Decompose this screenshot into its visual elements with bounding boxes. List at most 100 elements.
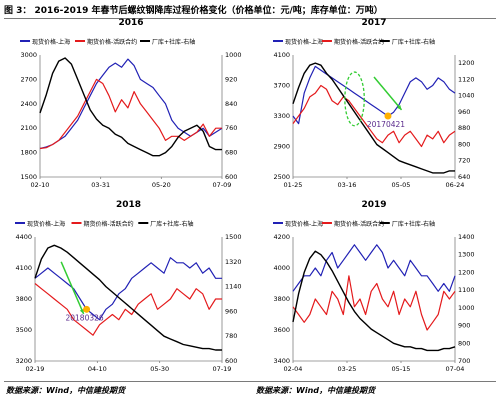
right-tick-label: 880 [458,124,470,132]
right-tick-label: 960 [225,307,237,315]
series-line [292,244,456,292]
right-tick-label: 720 [458,157,470,165]
left-tick-label: 3200 [15,357,32,365]
legend-label: 现货价格-上海 [27,220,65,228]
x-tick-label: 07-19 [213,365,232,373]
right-tick-label: 780 [225,332,237,340]
series-line [292,84,456,148]
x-tick-label: 04-10 [88,365,107,373]
right-tick-label: 900 [458,322,470,330]
x-tick-label: 03-16 [338,181,357,189]
right-tick-label: 1200 [458,59,475,67]
legend-label: 期货价格-活跃合约 [334,220,384,228]
left-tick-label: 3400 [273,357,290,365]
right-tick-label: 1000 [458,304,475,312]
chart-title: 2018 [116,200,141,210]
legend-label: 厂库+社库-右轴 [152,38,195,46]
legend-label: 期货价格-活跃合约 [84,220,134,228]
left-tick-label: 2100 [20,124,37,132]
legend-label: 厂库+社库-右轴 [150,220,193,228]
right-tick-label: 600 [225,357,237,365]
trend-arrow [60,261,85,315]
series-line [292,62,455,174]
right-tick-label: 640 [458,173,470,181]
right-tick-label: 600 [225,173,237,181]
series-line [34,257,222,321]
right-tick-label: 680 [225,149,237,157]
right-tick-label: 1200 [458,268,475,276]
x-tick-label: 05-30 [150,365,169,373]
trend-arrow [373,76,403,111]
right-tick-label: 1100 [458,286,475,294]
left-tick-label: 3800 [15,295,32,303]
source-note-left: 数据来源：Wind，中信建投期货 [6,386,125,395]
right-tick-label: 920 [225,75,237,83]
x-tick-label: 01-25 [284,181,303,189]
annotation-label: 20180326 [65,313,103,322]
source-note-right: 数据来源：Wind，中信建投期货 [256,386,375,395]
x-tick-label: 07-09 [213,181,232,189]
left-tick-label: 2500 [273,173,290,181]
x-tick-label: 02-10 [31,181,50,189]
series-line [292,250,456,352]
left-tick-label: 4400 [15,233,32,241]
left-tick-label: 3300 [273,112,290,120]
right-tick-label: 800 [458,339,470,347]
header-divider [4,18,496,19]
series-line [292,65,456,125]
left-tick-label: 3800 [273,295,290,303]
trend-arrow-head [396,105,402,110]
left-tick-label: 4100 [273,51,290,59]
left-tick-label: 4200 [273,233,290,241]
left-tick-label: 3000 [20,51,37,59]
right-tick-label: 1120 [458,75,475,83]
right-tick-label: 1000 [225,51,242,59]
series-line [34,283,222,336]
right-tick-label: 760 [225,124,237,132]
x-tick-label: 02-19 [26,365,45,373]
x-tick-label: 02-04 [284,365,303,373]
x-tick-label: 06-24 [446,181,465,189]
x-tick-label: 05-20 [152,181,171,189]
figure-title: 图 3： 2016-2019 年春节后螺纹钢降库过程价格变化（价格单位：元/吨；… [4,6,383,16]
left-tick-label: 3600 [273,326,290,334]
left-tick-label: 2400 [20,100,37,108]
trend-arrow-head [79,308,84,314]
series-line [39,57,222,157]
right-tick-label: 1140 [225,283,242,291]
annotation-label: 20170421 [367,120,405,129]
right-tick-label: 1400 [458,233,475,241]
right-tick-label: 1040 [458,92,475,100]
right-tick-label: 700 [458,357,470,365]
left-tick-label: 1800 [20,149,37,157]
left-tick-label: 4000 [273,264,290,272]
legend-label: 期货价格-活跃合约 [87,38,137,46]
left-tick-label: 1500 [20,173,37,181]
chart-title: 2019 [361,200,386,210]
annotation-dot [384,112,392,120]
right-tick-label: 1300 [458,251,475,259]
chart-title: 2017 [361,18,386,28]
left-tick-label: 3500 [15,326,32,334]
left-tick-label: 3700 [273,82,290,90]
left-tick-label: 2700 [20,75,37,83]
footer-divider [4,381,496,382]
x-tick-label: 05-15 [392,365,411,373]
x-tick-label: 03-31 [91,181,110,189]
x-tick-label: 05-05 [392,181,411,189]
right-tick-label: 1320 [225,258,242,266]
right-tick-label: 800 [458,140,470,148]
highlight-circle [344,71,365,127]
chart-title: 2016 [118,18,143,28]
x-tick-label: 03-25 [338,365,357,373]
series-line [34,244,222,351]
legend-label: 现货价格-上海 [285,220,323,228]
left-tick-label: 4100 [15,264,32,272]
series-line [39,58,223,150]
right-tick-label: 1500 [225,233,242,241]
series-line [292,275,456,331]
right-tick-label: 960 [458,108,470,116]
annotation-dot [83,305,91,313]
series-line [39,78,222,150]
